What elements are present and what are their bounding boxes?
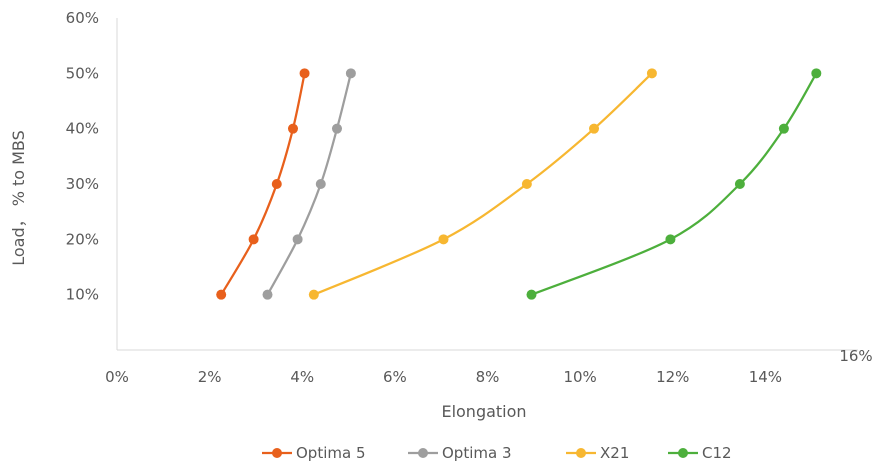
y-tick-label: 60% [66, 9, 99, 27]
y-tick-labels: 10% 20% 30% 40% 50% 60% [66, 9, 99, 304]
x-axis-title: Elongation [441, 402, 526, 421]
data-point [811, 68, 822, 79]
data-point [646, 68, 657, 79]
x-tick-label: 12% [656, 368, 689, 386]
series-markers [216, 68, 822, 300]
legend-swatch-marker [418, 448, 428, 458]
x-tick-label: 8% [476, 368, 500, 386]
data-point [589, 123, 600, 134]
chart-legend: Optima 5 Optima 3 X21 C12 [262, 444, 732, 462]
series-line-2 [313, 72, 653, 296]
data-point [438, 234, 449, 245]
legend-label: Optima 3 [442, 444, 512, 462]
data-point [248, 234, 259, 245]
x-tick-label: 14% [749, 368, 782, 386]
x-tick-label: 16% [839, 347, 872, 365]
data-point [287, 123, 298, 134]
x-tick-labels: 0% 2% 4% 6% 8% 10% 12% 14% 16% [105, 347, 873, 386]
series-line-3 [531, 72, 818, 296]
legend-label: Optima 5 [296, 444, 366, 462]
x-tick-label: 2% [198, 368, 222, 386]
data-point [315, 179, 326, 189]
series-line-0 [220, 73, 306, 296]
legend-swatch-marker [272, 448, 282, 458]
data-point [262, 289, 273, 300]
x-tick-label: 6% [383, 368, 407, 386]
data-point [299, 68, 310, 79]
legend-label: X21 [600, 444, 629, 462]
y-tick-label: 30% [66, 175, 99, 193]
legend-swatch-marker [576, 448, 586, 458]
data-point [271, 179, 282, 189]
x-tick-label: 4% [290, 368, 314, 386]
data-point [345, 68, 356, 79]
series-lines [220, 72, 818, 296]
data-point [331, 123, 342, 134]
data-point [665, 234, 676, 245]
data-point [526, 289, 537, 300]
data-point [308, 289, 319, 300]
x-tick-label: 0% [105, 368, 129, 386]
data-point [292, 234, 303, 245]
legend-label: C12 [702, 444, 732, 462]
legend-swatch-marker [678, 448, 688, 458]
y-axis-title: Load， % to MBS [9, 130, 28, 266]
x-tick-label: 10% [563, 368, 596, 386]
y-tick-label: 40% [66, 120, 99, 138]
y-tick-label: 10% [66, 286, 99, 304]
data-point [734, 179, 745, 189]
y-tick-label: 20% [66, 230, 99, 248]
data-point [521, 179, 532, 189]
y-tick-label: 50% [66, 64, 99, 82]
data-point [216, 289, 227, 300]
data-point [778, 123, 789, 134]
